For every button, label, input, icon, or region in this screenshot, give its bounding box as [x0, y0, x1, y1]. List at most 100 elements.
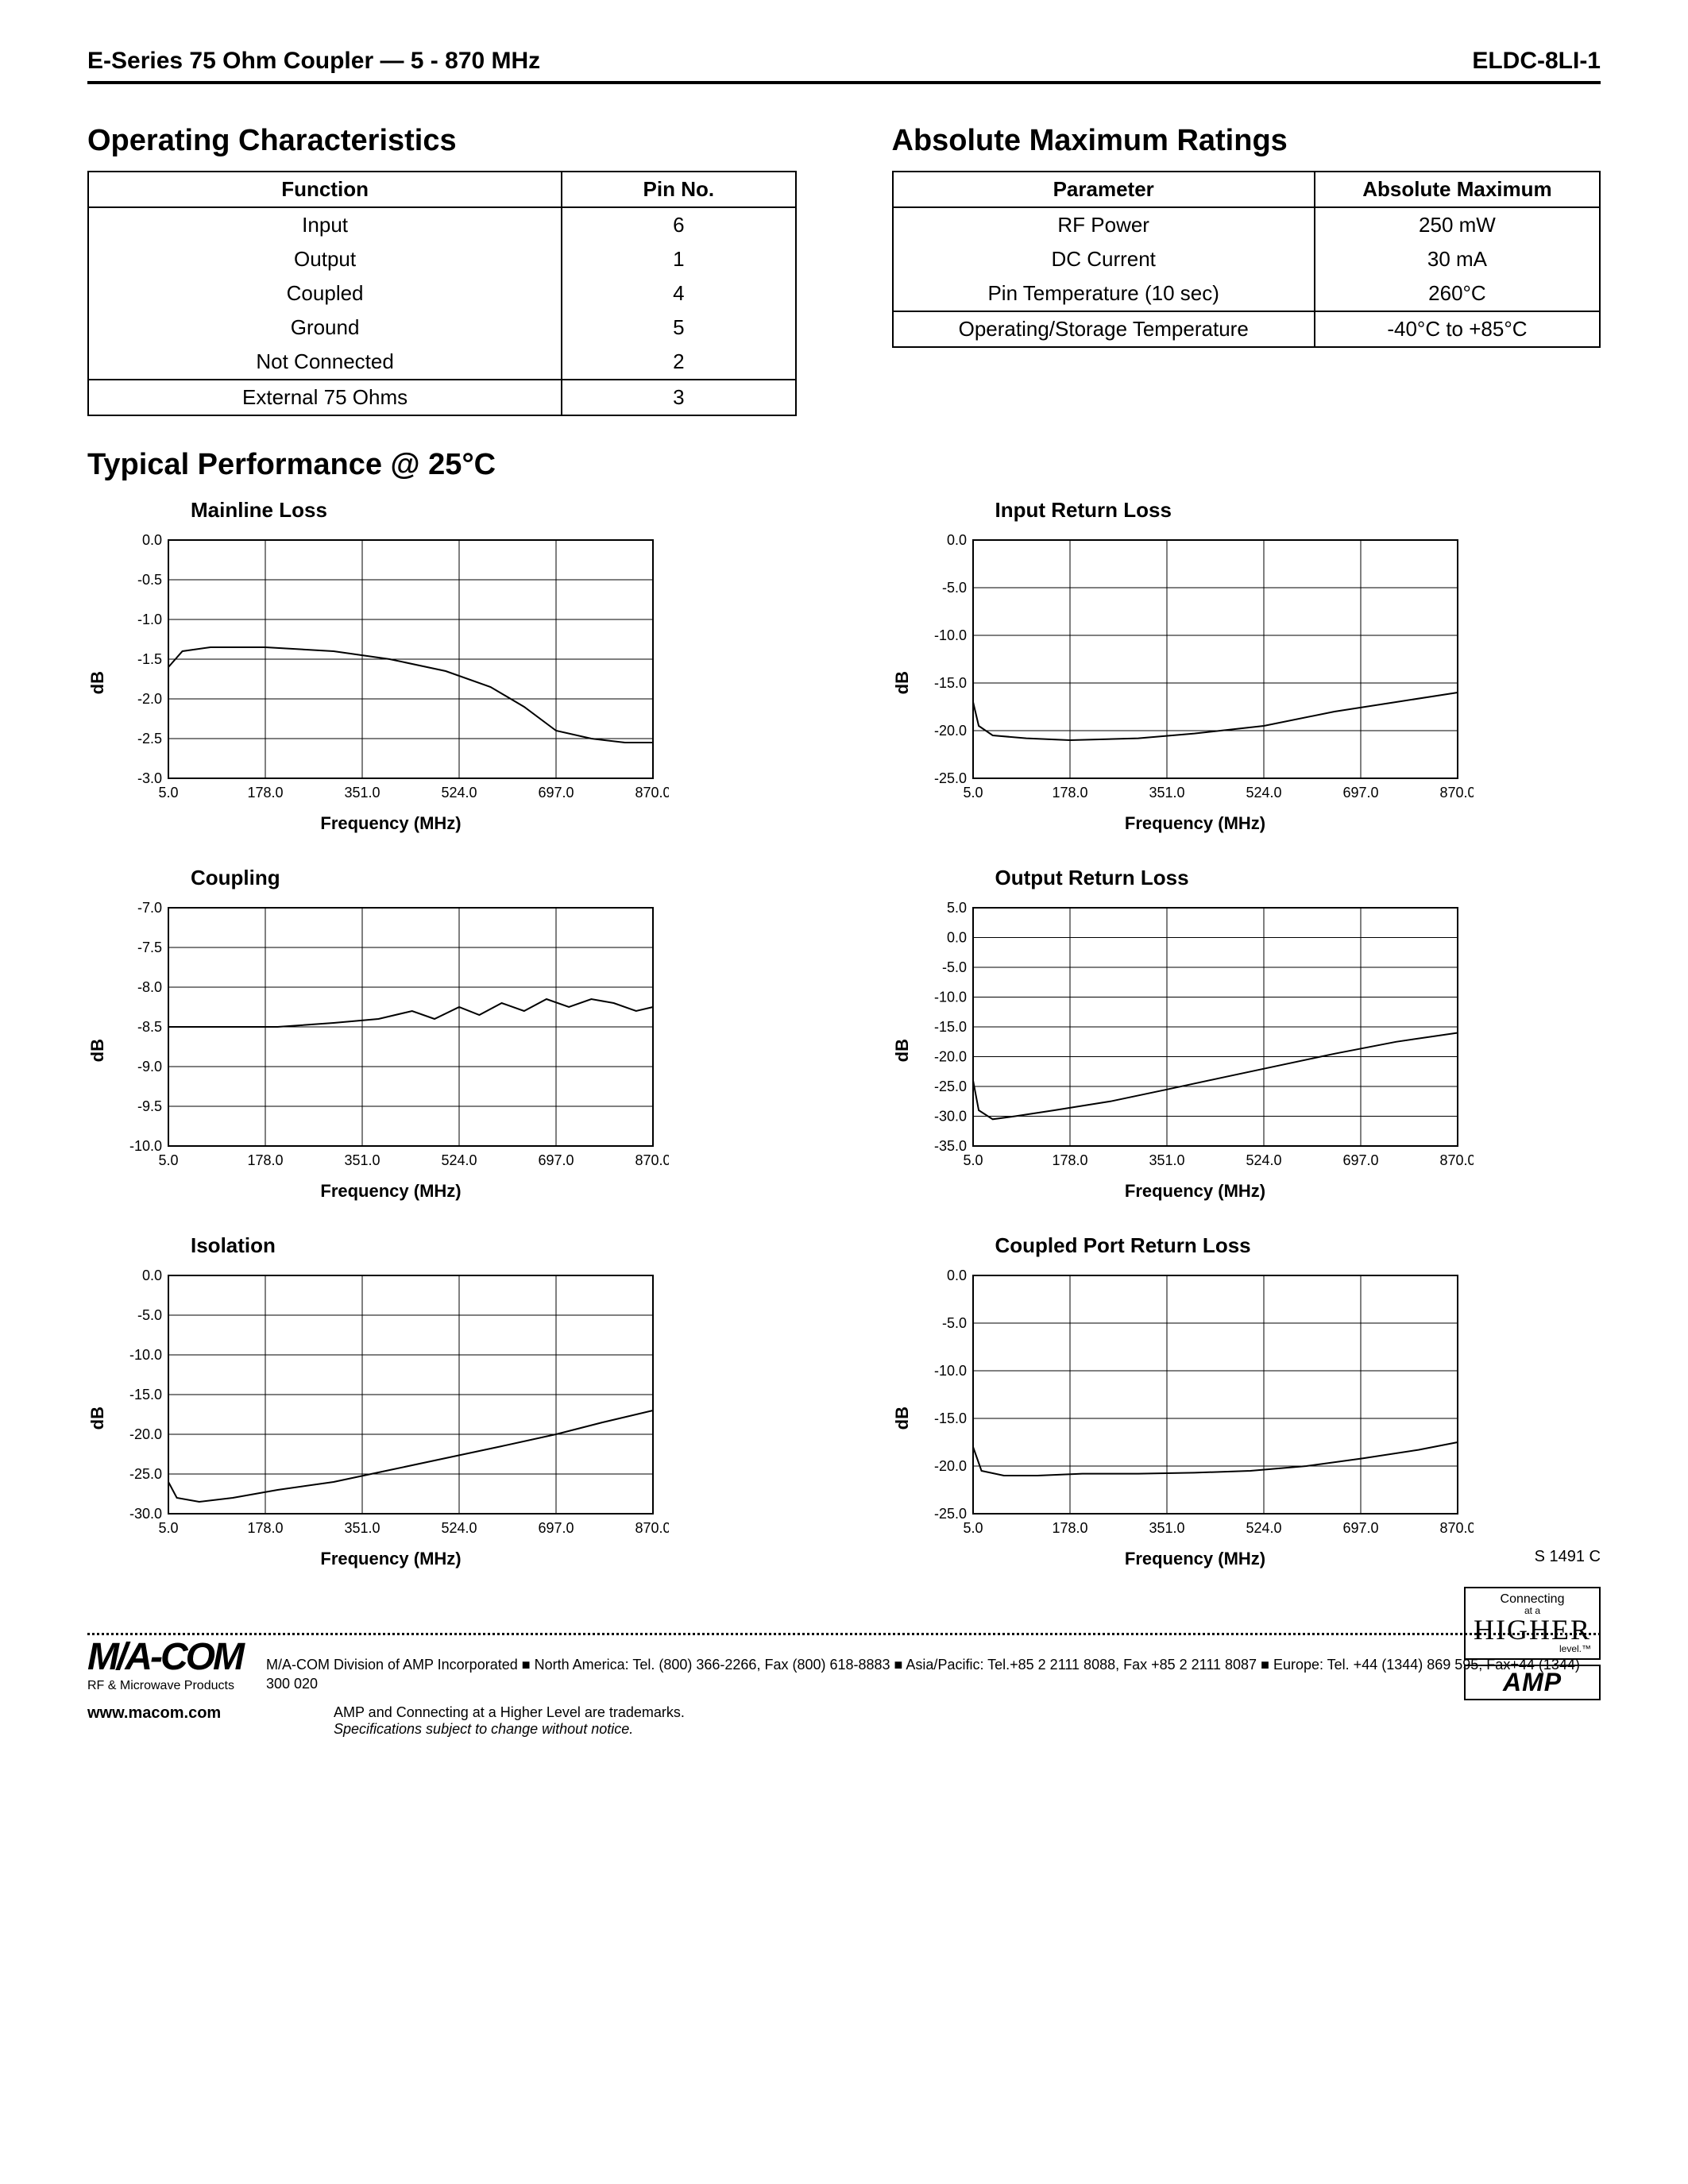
higher-level-logo: Connecting at a HIGHER level.™: [1464, 1587, 1601, 1660]
header-title: E-Series 75 Ohm Coupler — 5 - 870 MHz: [87, 48, 540, 75]
svg-text:524.0: 524.0: [441, 1152, 477, 1168]
svg-text:-10.0: -10.0: [129, 1347, 162, 1363]
svg-text:0.0: 0.0: [142, 1268, 162, 1283]
svg-text:-7.5: -7.5: [137, 940, 162, 955]
higher-line3: HIGHER: [1474, 1615, 1591, 1644]
svg-text:524.0: 524.0: [441, 1520, 477, 1536]
header-part-number: ELDC-8LI-1: [1472, 48, 1601, 75]
svg-text:-8.0: -8.0: [137, 979, 162, 995]
svg-text:-15.0: -15.0: [933, 1410, 966, 1426]
svg-text:0.0: 0.0: [946, 930, 966, 946]
page-header: E-Series 75 Ohm Coupler — 5 - 870 MHz EL…: [87, 48, 1601, 84]
svg-text:5.0: 5.0: [158, 1152, 178, 1168]
chart-plot-col: 5.0178.0351.0524.0697.0870.0-7.0-7.5-8.0…: [113, 900, 669, 1202]
svg-text:-10.0: -10.0: [933, 627, 966, 643]
cell-function: Not Connected: [88, 345, 562, 380]
footer-notice-block: AMP and Connecting at a Higher Level are…: [334, 1704, 685, 1738]
spec-tables-row: Operating Characteristics Function Pin N…: [87, 124, 1601, 416]
cell-parameter: Operating/Storage Temperature: [893, 311, 1315, 347]
svg-text:-9.5: -9.5: [137, 1098, 162, 1114]
footer-bottom-row: www.macom.com AMP and Connecting at a Hi…: [87, 1698, 1601, 1738]
table-row: External 75 Ohms3: [88, 380, 796, 415]
col-header: Function: [88, 172, 562, 207]
absolute-max-table: Parameter Absolute Maximum RF Power250 m…: [892, 171, 1601, 348]
chart-xlabel: Frequency (MHz): [1125, 1549, 1265, 1569]
cell-function: Coupled: [88, 276, 562, 311]
svg-text:178.0: 178.0: [1052, 1152, 1087, 1168]
svg-text:697.0: 697.0: [538, 785, 574, 801]
higher-line1: Connecting: [1474, 1593, 1591, 1606]
cell-parameter: Pin Temperature (10 sec): [893, 276, 1315, 311]
footer-company: M/A-COM Division of AMP Incorporated: [266, 1657, 518, 1673]
col-header: Pin No.: [562, 172, 795, 207]
table-row: Not Connected2: [88, 345, 796, 380]
svg-text:-25.0: -25.0: [129, 1466, 162, 1482]
cell-pin: 1: [562, 242, 795, 276]
svg-text:5.0: 5.0: [946, 900, 966, 916]
cell-parameter: DC Current: [893, 242, 1315, 276]
svg-text:697.0: 697.0: [538, 1152, 574, 1168]
chart-ylabel: dB: [87, 671, 108, 694]
svg-text:697.0: 697.0: [1342, 1520, 1378, 1536]
svg-text:5.0: 5.0: [963, 1520, 983, 1536]
chart-title: Input Return Loss: [995, 498, 1601, 523]
table-header-row: Function Pin No.: [88, 172, 796, 207]
chart-svg: 5.0178.0351.0524.0697.0870.00.0-5.0-10.0…: [113, 1268, 669, 1545]
svg-text:-5.0: -5.0: [137, 1307, 162, 1323]
svg-text:351.0: 351.0: [1149, 1520, 1184, 1536]
svg-text:178.0: 178.0: [1052, 785, 1087, 801]
chart-wrap: dB 5.0178.0351.0524.0697.0870.0-7.0-7.5-…: [87, 900, 797, 1202]
svg-text:5.0: 5.0: [963, 785, 983, 801]
chart-ylabel: dB: [892, 1039, 913, 1062]
svg-text:351.0: 351.0: [1149, 1152, 1184, 1168]
table-row: DC Current30 mA: [893, 242, 1601, 276]
svg-text:870.0: 870.0: [1439, 1152, 1474, 1168]
svg-text:-30.0: -30.0: [129, 1506, 162, 1522]
footer-spec-notice: Specifications subject to change without…: [334, 1721, 685, 1738]
chart-block: Coupled Port Return Loss dB 5.0178.0351.…: [892, 1233, 1601, 1569]
macom-logo: M/A-COM: [87, 1635, 242, 1679]
chart-xlabel: Frequency (MHz): [1125, 1181, 1265, 1202]
page-footer: S 1491 C Connecting at a HIGHER level.™ …: [87, 1633, 1601, 1738]
chart-plot-col: 5.0178.0351.0524.0697.0870.00.0-5.0-10.0…: [917, 532, 1474, 834]
svg-text:178.0: 178.0: [1052, 1520, 1087, 1536]
svg-text:5.0: 5.0: [963, 1152, 983, 1168]
charts-grid: Mainline Loss dB 5.0 178.0 351.0 524.0 697.0…: [87, 498, 1601, 1569]
chart-svg: 5.0178.0351.0524.0697.0870.00.0-5.0-10.0…: [917, 532, 1474, 810]
cell-value: 250 mW: [1315, 207, 1600, 242]
chart-svg: 5.0178.0351.0524.0697.0870.05.00.0-5.0-1…: [917, 900, 1474, 1178]
svg-text:524.0: 524.0: [1246, 785, 1281, 801]
table-header-row: Parameter Absolute Maximum: [893, 172, 1601, 207]
svg-text:0.0: 0.0: [946, 532, 966, 548]
svg-text:-15.0: -15.0: [933, 675, 966, 691]
svg-text:178.0: 178.0: [247, 1520, 283, 1536]
absolute-max-block: Absolute Maximum Ratings Parameter Absol…: [892, 124, 1601, 416]
cell-value: 260°C: [1315, 276, 1600, 311]
cell-pin: 5: [562, 311, 795, 345]
svg-text:-25.0: -25.0: [933, 770, 966, 786]
amp-logo: AMP: [1464, 1665, 1601, 1700]
svg-text:870.0: 870.0: [635, 1520, 669, 1536]
svg-text:-0.5: -0.5: [137, 572, 162, 588]
cell-function: Output: [88, 242, 562, 276]
svg-text:-1.0: -1.0: [137, 612, 162, 627]
cell-pin: 6: [562, 207, 795, 242]
absolute-max-title: Absolute Maximum Ratings: [892, 124, 1601, 158]
macom-logo-sub: RF & Microwave Products: [87, 1679, 242, 1693]
chart-ylabel: dB: [87, 1039, 108, 1062]
svg-text:697.0: 697.0: [1342, 1152, 1378, 1168]
chart-ylabel: dB: [892, 671, 913, 694]
footer-url: www.macom.com: [87, 1704, 310, 1723]
svg-text:870.0: 870.0: [635, 1152, 669, 1168]
cell-pin: 4: [562, 276, 795, 311]
chart-svg: 5.0178.0351.0524.0697.0870.00.0-0.5-1.0-…: [113, 532, 669, 810]
chart-block: Input Return Loss dB 5.0178.0351.0524.06…: [892, 498, 1601, 834]
svg-text:-9.0: -9.0: [137, 1059, 162, 1075]
chart-ylabel: dB: [892, 1406, 913, 1430]
chart-block: Output Return Loss dB 5.0178.0351.0524.0…: [892, 866, 1601, 1202]
operating-characteristics-block: Operating Characteristics Function Pin N…: [87, 124, 797, 416]
svg-text:870.0: 870.0: [635, 785, 669, 801]
svg-text:-20.0: -20.0: [933, 1049, 966, 1065]
svg-text:524.0: 524.0: [1246, 1520, 1281, 1536]
chart-title: Mainline Loss: [191, 498, 797, 523]
